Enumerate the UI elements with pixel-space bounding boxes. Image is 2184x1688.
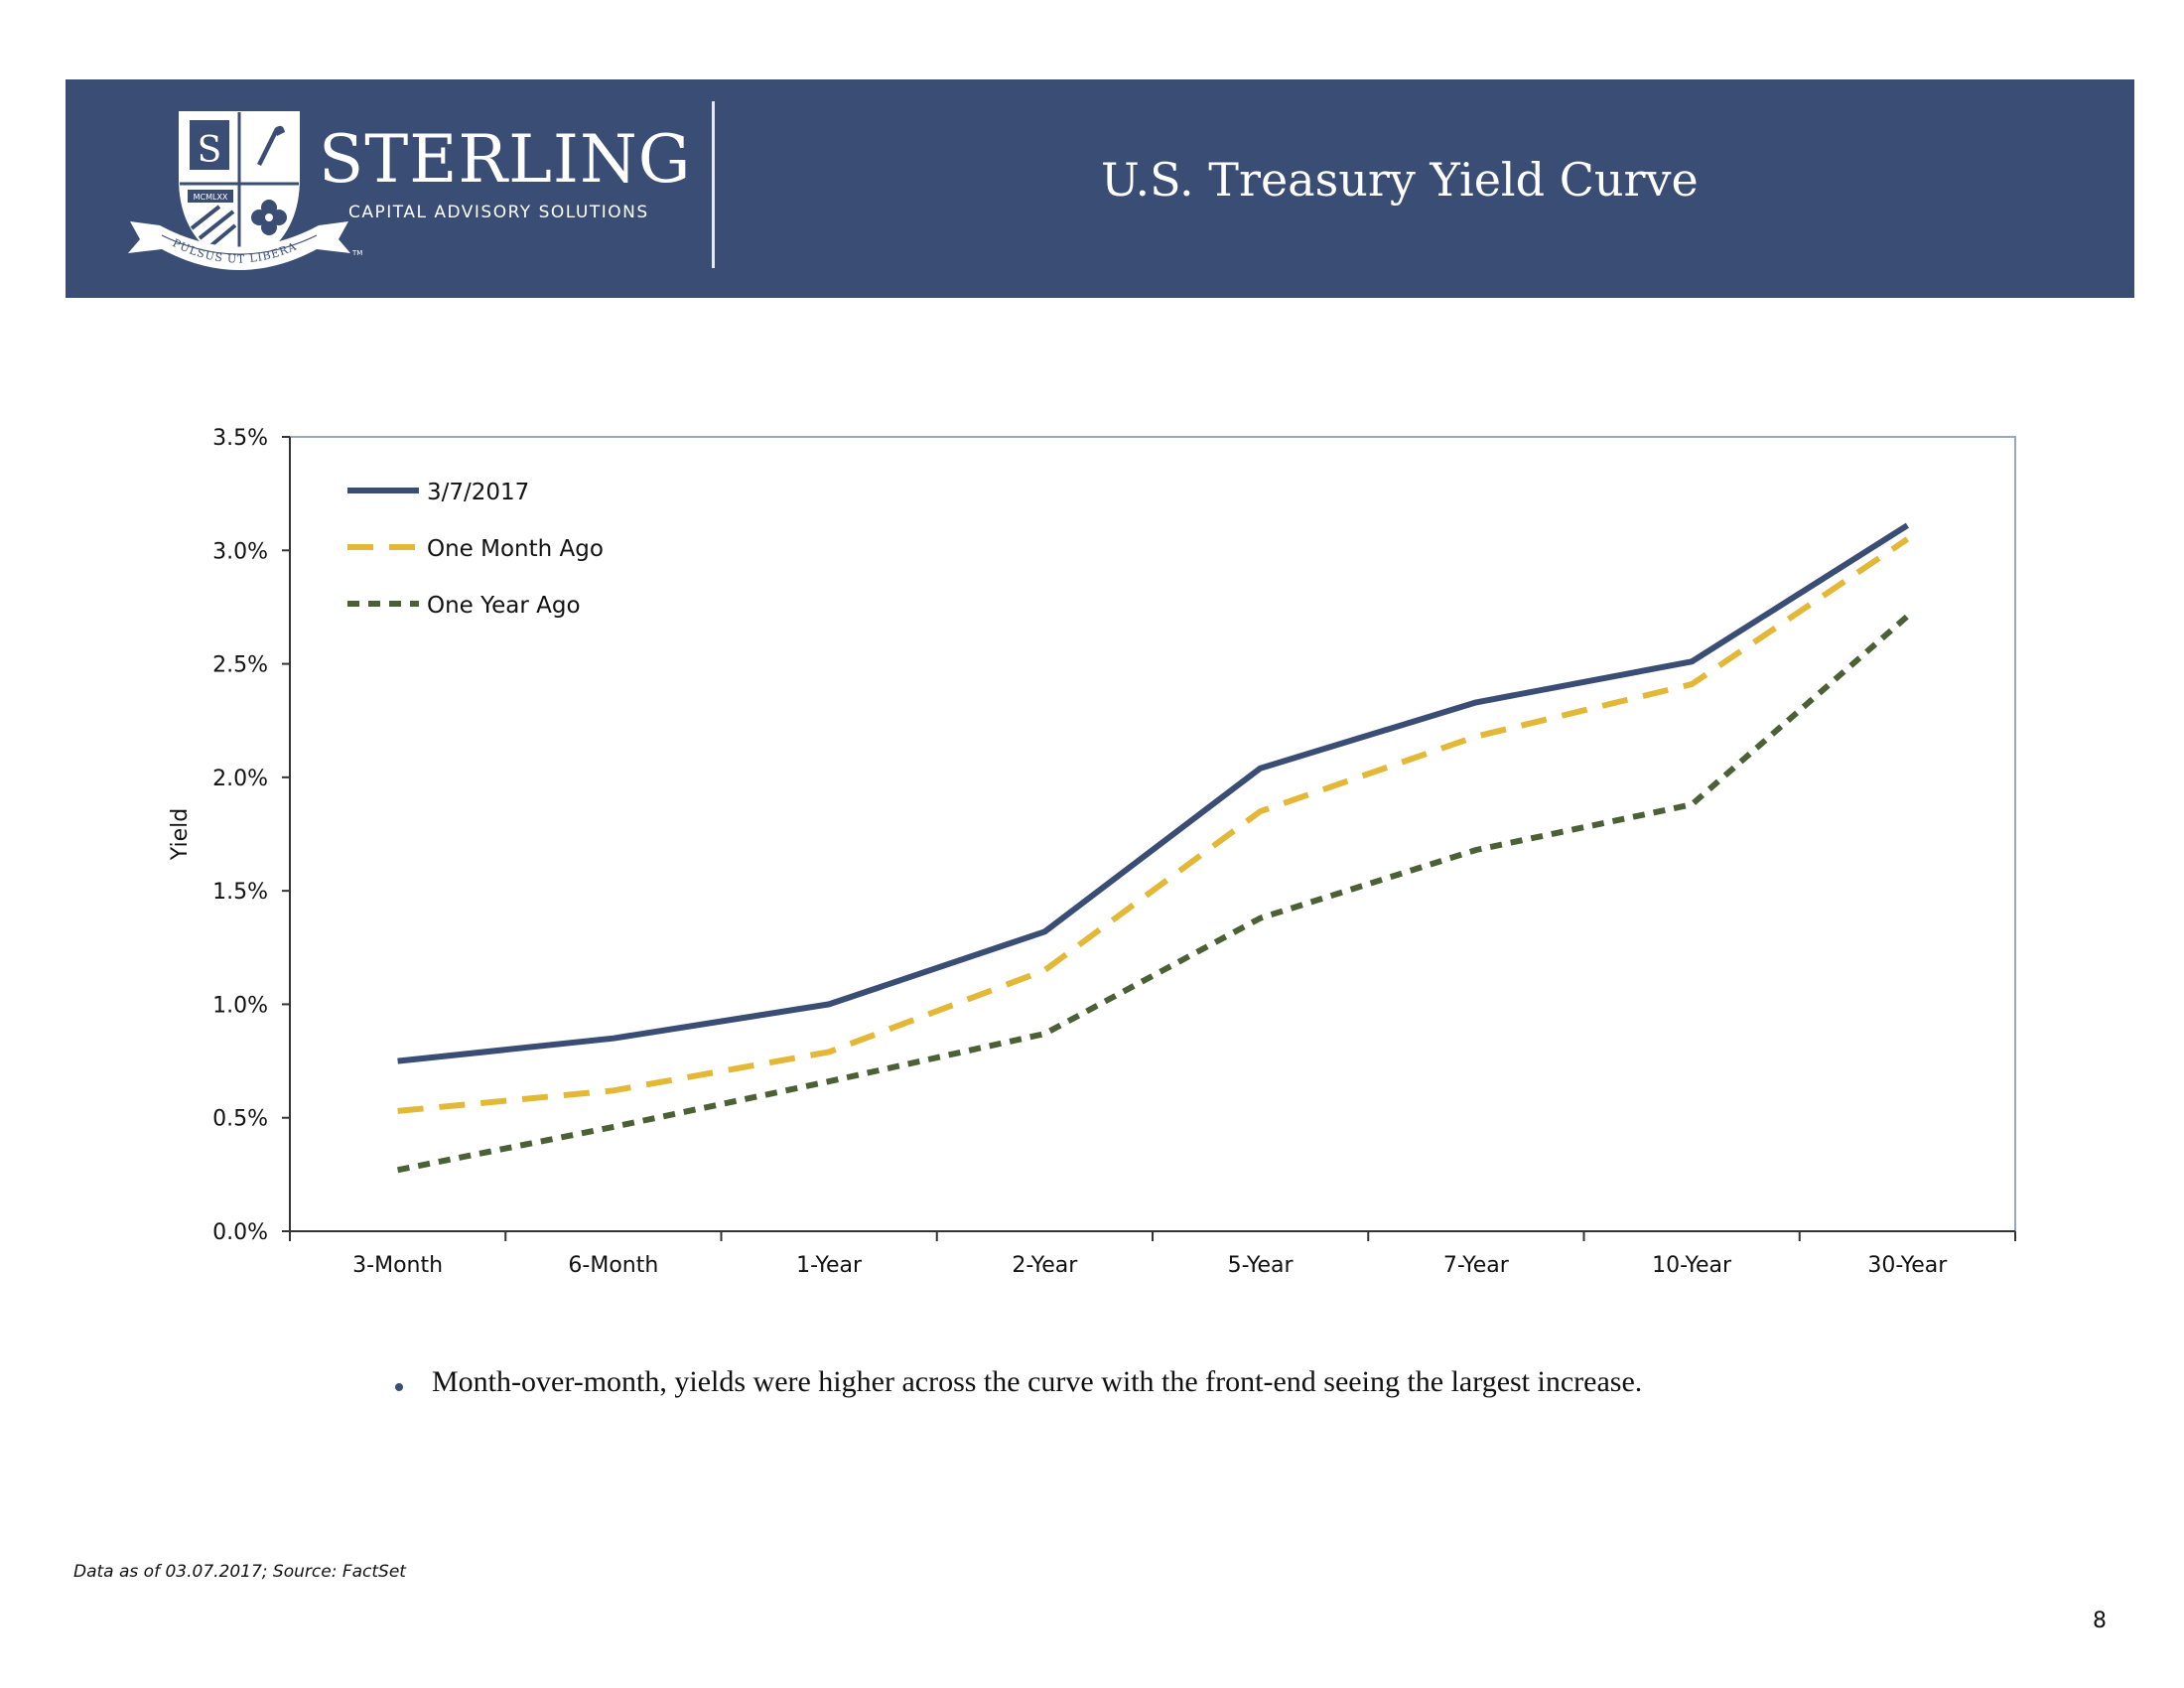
legend-label-3: One Year Ago — [427, 593, 581, 619]
brand-name: STERLING — [319, 121, 692, 198]
y-tick-label: 1.0% — [212, 993, 268, 1018]
x-tick-label: 3-Month — [352, 1253, 443, 1278]
y-tick-label: 0.0% — [212, 1220, 268, 1245]
y-axis-label: Yield — [168, 808, 193, 861]
legend-label-1: 3/7/2017 — [427, 480, 529, 505]
y-tick-label: 2.5% — [212, 653, 268, 678]
trademark-mark: TM — [351, 249, 362, 257]
series-line-3 — [397, 614, 1910, 1174]
legend: 3/7/2017 One Month Ago One Year Ago — [347, 480, 604, 619]
y-tick-label: 0.5% — [212, 1107, 268, 1132]
legend-label-2: One Month Ago — [427, 536, 604, 562]
y-tick-label: 2.0% — [212, 767, 268, 791]
x-tick-label: 10-Year — [1652, 1253, 1732, 1278]
crest-ribbon — [128, 221, 350, 270]
series-layer — [397, 522, 1910, 1174]
bullet-point — [395, 1383, 403, 1391]
series-line-2 — [397, 536, 1910, 1114]
x-tick-label: 30-Year — [1867, 1253, 1948, 1278]
series-line-1 — [397, 522, 1910, 1064]
y-tick-label: 3.0% — [212, 539, 268, 564]
source-note: Data as of 03.07.2017; Source: FactSet — [73, 1562, 406, 1582]
y-tick-label: 3.5% — [212, 426, 268, 451]
header-banner: S MCMLXX PULSUS UT LIBERA TM STERLING CA… — [66, 79, 2134, 298]
x-axis: 3-Month 6-Month 1-Year 2-Year 5-Year 7-Year 10… — [289, 1230, 2016, 1278]
y-axis: 0.0% 0.5% 1.0% 1.5% 2.0% 2.5% 3.0% 3.5% — [212, 426, 291, 1245]
crest-initial: S — [198, 130, 222, 171]
x-tick-label: 6-Month — [568, 1253, 658, 1278]
crest-year: MCMLXX — [194, 193, 228, 202]
sterling-crest-logo: S MCMLXX PULSUS UT LIBERA TM — [128, 111, 362, 270]
banner-divider — [712, 101, 715, 268]
key-takeaway: Month-over-month, yields were higher acr… — [432, 1365, 1643, 1398]
page-number: 8 — [2093, 1609, 2107, 1633]
x-tick-label: 5-Year — [1228, 1253, 1295, 1278]
x-tick-label: 2-Year — [1012, 1253, 1078, 1278]
y-tick-label: 1.5% — [212, 880, 268, 905]
x-tick-label: 1-Year — [796, 1253, 863, 1278]
slide-title: U.S. Treasury Yield Curve — [1101, 153, 1699, 207]
brand-tagline: CAPITAL ADVISORY SOLUTIONS — [348, 203, 649, 222]
x-tick-label: 7-Year — [1443, 1253, 1510, 1278]
